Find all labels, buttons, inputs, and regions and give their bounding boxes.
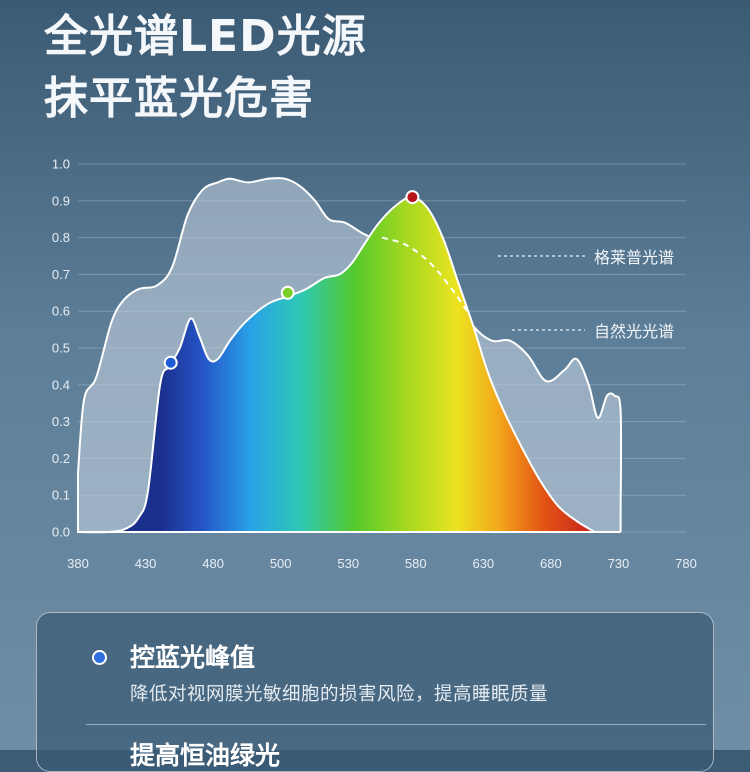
x-tick-label: 630 — [472, 556, 494, 571]
x-tick-label: 730 — [608, 556, 630, 571]
peak-markers — [163, 190, 420, 370]
title-line-1: 全光谱LED光源 — [44, 11, 367, 62]
title-line-2: 抹平蓝光危害 — [44, 73, 314, 124]
y-tick-label: 0.3 — [52, 414, 70, 429]
y-tick-label: 0.1 — [52, 488, 70, 503]
x-tick-label: 780 — [675, 556, 697, 571]
page-title: 全光谱LED光源 抹平蓝光危害 — [44, 6, 367, 130]
x-tick-label: 500 — [270, 556, 292, 571]
peak-marker — [405, 190, 420, 205]
x-tick-label: 380 — [67, 556, 89, 571]
legend-label-grape: 格莱普光谱 — [594, 248, 674, 267]
y-tick-label: 0.7 — [52, 267, 70, 282]
y-tick-label: 0.8 — [52, 230, 70, 245]
y-tick-label: 0.0 — [52, 525, 70, 540]
x-tick-label: 480 — [202, 556, 224, 571]
feature-title-1: 控蓝光峰值 — [130, 643, 256, 672]
full-spectrum-area — [77, 196, 599, 534]
y-tick-labels: 0.0 0.1 0.2 0.3 0.4 0.5 0.6 0.7 0.8 0.9 1.0 — [52, 157, 70, 540]
peak-marker — [280, 285, 295, 300]
overlap-dashed-curve — [381, 236, 468, 312]
spectrum-chart: 0.0 0.1 0.2 0.3 0.4 0.5 0.6 0.7 0.8 0.9 1.0 380 430… — [52, 157, 697, 572]
y-tick-label: 0.6 — [52, 304, 70, 319]
x-tick-label: 530 — [337, 556, 359, 571]
legend-label-natural: 自然光光谱 — [594, 322, 674, 341]
feature-desc-1: 降低对视网膜光敏细胞的损害风险，提高睡眠质量 — [130, 684, 549, 705]
y-tick-label: 0.9 — [52, 193, 70, 208]
feature-title-2: 提高恒油绿光 — [130, 741, 281, 770]
x-tick-labels: 380 430 480 500 530 580 630 680 730 780 — [67, 556, 697, 571]
x-tick-label: 680 — [540, 556, 562, 571]
x-tick-label: 430 — [135, 556, 157, 571]
card-divider — [86, 724, 706, 725]
bullet-icon — [92, 650, 107, 665]
y-tick-label: 0.5 — [52, 341, 70, 356]
y-tick-label: 0.2 — [52, 451, 70, 466]
x-tick-label: 580 — [405, 556, 427, 571]
y-tick-label: 1.0 — [52, 157, 70, 172]
y-tick-label: 0.4 — [52, 377, 70, 392]
peak-marker — [163, 355, 178, 370]
